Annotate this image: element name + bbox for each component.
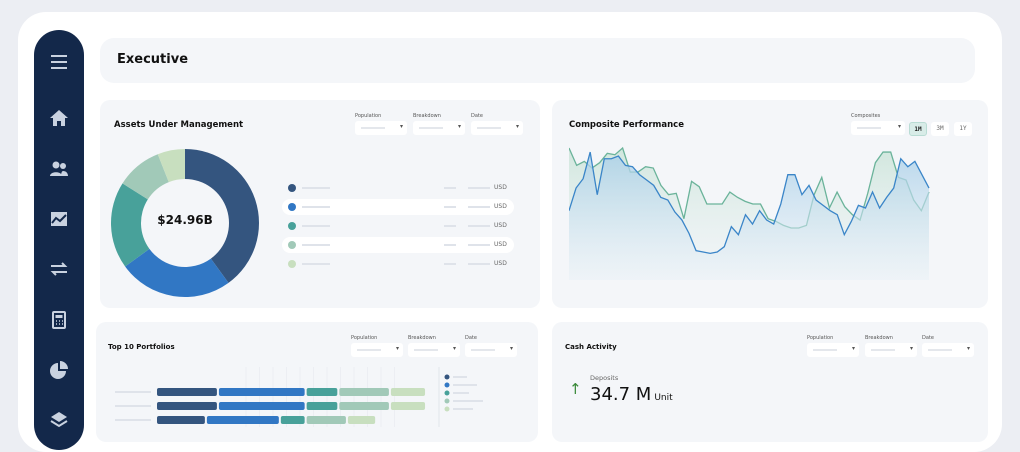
range-1y-button[interactable]: 1Y <box>954 122 972 136</box>
aum-legend-item[interactable]: USD <box>282 237 514 253</box>
population-filter[interactable]: Population <box>807 335 859 357</box>
legend-unit: USD <box>494 241 507 248</box>
range-3m-button[interactable]: 3M <box>931 122 949 136</box>
legend-unit: USD <box>494 260 507 267</box>
date-filter[interactable]: Date <box>465 335 517 357</box>
date-filter[interactable]: Date <box>922 335 974 357</box>
breakdown-filter[interactable]: Breakdown <box>865 335 917 357</box>
calculator-icon[interactable] <box>49 310 69 330</box>
donut-slice[interactable] <box>111 183 150 267</box>
series-area <box>569 152 929 280</box>
aum-legend-item[interactable]: USD <box>282 256 514 272</box>
top10-title: Top 10 Portfolios <box>108 343 175 351</box>
cash-title: Cash Activity <box>565 343 617 351</box>
bar-segment[interactable] <box>206 416 279 424</box>
legend-dot <box>288 184 296 192</box>
bar-segment[interactable] <box>390 388 426 396</box>
breakdown-filter[interactable]: Breakdown <box>413 113 465 135</box>
donut-slice[interactable] <box>125 248 229 297</box>
range-1m-button[interactable]: 1M <box>909 122 927 136</box>
deposits-value: 34.7 M Unit <box>590 384 673 405</box>
donut-slice[interactable] <box>122 154 169 200</box>
legend-dot <box>288 203 296 211</box>
series-line <box>569 151 930 255</box>
composite-title: Composite Performance <box>569 120 684 130</box>
bar-segment[interactable] <box>218 388 305 396</box>
legend-dot <box>444 398 450 404</box>
users-icon[interactable] <box>49 159 69 179</box>
legend-unit: USD <box>494 222 507 229</box>
composite-line-chart <box>569 146 930 280</box>
chart-icon[interactable] <box>49 209 69 229</box>
legend-dot <box>444 382 450 388</box>
bar-segment[interactable] <box>339 388 389 396</box>
bar-segment[interactable] <box>157 388 217 396</box>
legend-label <box>453 384 477 386</box>
composite-card: Composite Performance Composites 1M 3M 1… <box>552 100 988 308</box>
home-icon[interactable] <box>49 108 69 128</box>
aum-title: Assets Under Management <box>114 120 244 130</box>
bar-label <box>115 405 151 407</box>
transfer-icon[interactable] <box>49 259 69 279</box>
aum-legend-item[interactable]: USD <box>282 180 514 196</box>
legend-dot <box>288 260 296 268</box>
bar-label <box>115 391 151 393</box>
bar-segment[interactable] <box>306 388 338 396</box>
bar-segment[interactable] <box>157 402 217 410</box>
layers-icon[interactable] <box>49 410 69 430</box>
bar-label <box>115 419 151 421</box>
bar-segment[interactable] <box>347 416 376 424</box>
population-filter[interactable]: Population <box>351 335 403 357</box>
legend-dot <box>444 374 450 380</box>
top10-bar-chart <box>115 367 483 427</box>
legend-dot <box>288 241 296 249</box>
aum-donut-chart <box>111 149 259 297</box>
bar-segment[interactable] <box>280 416 305 424</box>
page-title: Executive <box>117 52 189 67</box>
menu-icon[interactable] <box>49 52 69 72</box>
aum-total: $24.96B <box>157 213 213 227</box>
pie-chart-icon[interactable] <box>49 360 69 380</box>
top10-card: Top 10 Portfolios Population Breakdown D… <box>96 322 538 442</box>
aum-card: Assets Under Management Population Break… <box>100 100 540 308</box>
deposits-label: Deposits <box>590 374 619 382</box>
bar-segment[interactable] <box>390 402 426 410</box>
trend-up-icon: ↑ <box>569 380 582 398</box>
legend-unit: USD <box>494 203 507 210</box>
bar-segment[interactable] <box>339 402 389 410</box>
legend-label <box>453 408 473 410</box>
population-filter[interactable]: Population <box>355 113 407 135</box>
donut-slice[interactable] <box>157 149 185 183</box>
bar-segment[interactable] <box>157 416 205 424</box>
cash-card: Cash Activity Population Breakdown Date … <box>552 322 988 442</box>
bar-segment[interactable] <box>218 402 305 410</box>
donut-slice[interactable] <box>185 149 259 283</box>
breakdown-filter[interactable]: Breakdown <box>408 335 460 357</box>
legend-unit: USD <box>494 184 507 191</box>
aum-legend-item[interactable]: USD <box>282 199 514 215</box>
legend-dot <box>444 390 450 396</box>
bar-segment[interactable] <box>306 402 338 410</box>
date-filter[interactable]: Date <box>471 113 523 135</box>
composites-filter[interactable]: Composites <box>851 113 905 135</box>
legend-label <box>453 392 469 394</box>
bar-segment[interactable] <box>306 416 346 424</box>
page-header: Executive <box>100 38 975 83</box>
legend-label <box>453 400 483 402</box>
legend-dot <box>444 406 450 412</box>
legend-label <box>453 376 467 378</box>
legend-dot <box>288 222 296 230</box>
aum-legend-item[interactable]: USD <box>282 218 514 234</box>
sidebar <box>34 30 84 450</box>
